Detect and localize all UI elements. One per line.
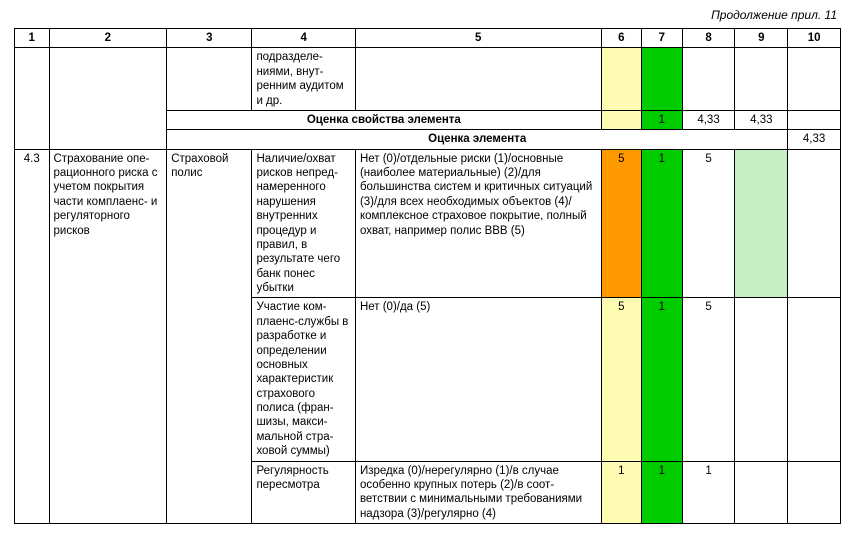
cell xyxy=(49,110,167,129)
score xyxy=(735,298,788,461)
score: 1 xyxy=(642,149,683,298)
score xyxy=(788,298,841,461)
scale: Изредка (0)/нерегулярно (1)/в случае осо… xyxy=(355,461,601,524)
col-header: 8 xyxy=(682,29,735,48)
cell xyxy=(788,110,841,129)
score: 5 xyxy=(682,149,735,298)
property-assessment-row: Оценка свойства элемента 1 4,33 4,33 xyxy=(15,110,841,129)
section-title: Страхование опе­рационного риска с учето… xyxy=(49,149,167,523)
property-assessment-label: Оценка свойства элемента xyxy=(167,110,601,129)
scale: Нет (0)/да (5) xyxy=(355,298,601,461)
cell: 4,33 xyxy=(735,110,788,129)
col-header: 9 xyxy=(735,29,788,48)
table-row: подразделе­ниями, внут­ренним ауди­том и… xyxy=(15,48,841,111)
cell xyxy=(15,48,50,111)
score: 5 xyxy=(682,298,735,461)
cell xyxy=(642,48,683,111)
col-header: 4 xyxy=(252,29,356,48)
cell xyxy=(49,48,167,111)
cell xyxy=(355,48,601,111)
scale: Нет (0)/отдельные риски (1)/основные (на… xyxy=(355,149,601,298)
score: 1 xyxy=(682,461,735,524)
page-caption: Продолжение прил. 11 xyxy=(14,8,841,28)
assessment-table: 1 2 3 4 5 6 7 8 9 10 подразделе­ниями, в… xyxy=(14,28,841,524)
section-object: Страховой полис xyxy=(167,149,252,523)
col-header: 3 xyxy=(167,29,252,48)
col-header: 1 xyxy=(15,29,50,48)
element-assessment-row: Оценка элемента 4,33 xyxy=(15,130,841,149)
score: 5 xyxy=(601,149,642,298)
score xyxy=(735,149,788,298)
cell: 4,33 xyxy=(682,110,735,129)
col-header: 7 xyxy=(642,29,683,48)
score xyxy=(788,149,841,298)
table-row: 4.3 Страхование опе­рационного риска с у… xyxy=(15,149,841,298)
score xyxy=(788,461,841,524)
cell xyxy=(682,48,735,111)
score: 1 xyxy=(642,298,683,461)
score: 1 xyxy=(642,461,683,524)
cell xyxy=(601,48,642,111)
criterion: Наличие/охват рисков непред­намеренного … xyxy=(252,149,356,298)
cell xyxy=(735,48,788,111)
cell: подразделе­ниями, внут­ренним ауди­том и… xyxy=(252,48,356,111)
cell xyxy=(788,48,841,111)
cell: 4,33 xyxy=(788,130,841,149)
criterion: Участие ком­плаенс-служ­бы в разработ­ке… xyxy=(252,298,356,461)
col-header: 10 xyxy=(788,29,841,48)
score xyxy=(735,461,788,524)
cell: 1 xyxy=(642,110,683,129)
cell xyxy=(15,110,50,129)
cell xyxy=(601,110,642,129)
section-number: 4.3 xyxy=(15,149,50,523)
cell xyxy=(167,48,252,111)
criterion: Регулярность пересмотра xyxy=(252,461,356,524)
score: 1 xyxy=(601,461,642,524)
score: 5 xyxy=(601,298,642,461)
col-header: 6 xyxy=(601,29,642,48)
element-assessment-label: Оценка элемента xyxy=(167,130,788,149)
cell xyxy=(49,130,167,149)
col-header: 2 xyxy=(49,29,167,48)
cell xyxy=(15,130,50,149)
header-row: 1 2 3 4 5 6 7 8 9 10 xyxy=(15,29,841,48)
col-header: 5 xyxy=(355,29,601,48)
